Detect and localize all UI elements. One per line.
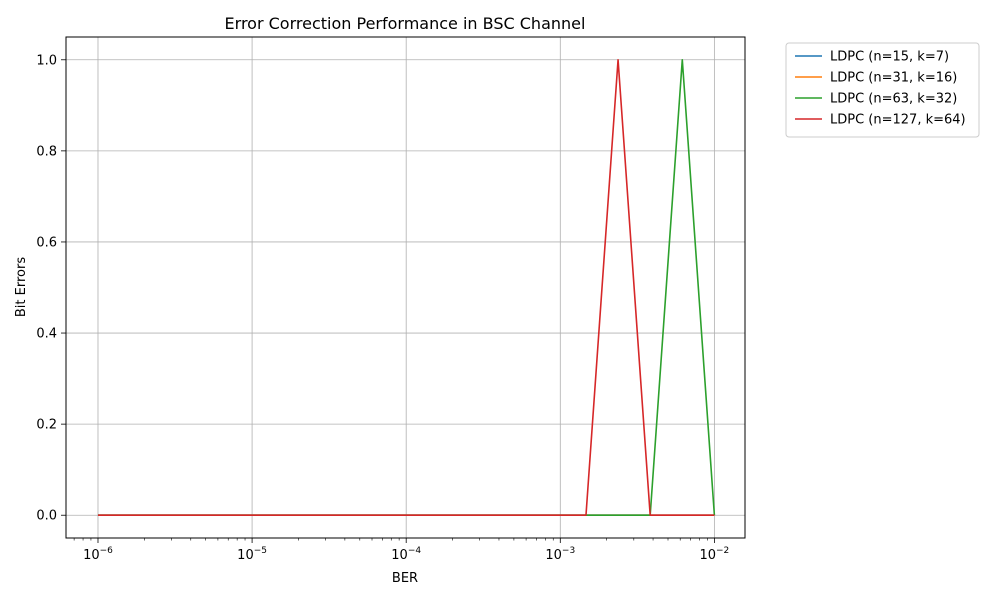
series-lines (97, 58, 716, 517)
legend-label-2: LDPC (n=63, k=32) (830, 92, 957, 107)
plot-area-frame (65, 36, 746, 539)
grid (66, 37, 745, 538)
y-tick-label: 0.2 (36, 418, 57, 433)
legend-label-1: LDPC (n=31, k=16) (830, 71, 957, 86)
y-axis-label: Bit Errors (14, 257, 29, 317)
legend-box (785, 42, 980, 138)
y-tick-label: 0.8 (36, 144, 57, 159)
x-axis-label: BER (392, 571, 418, 586)
y-tick-label: 0.4 (36, 327, 57, 342)
x-tick-label: 10−3 (545, 546, 575, 563)
x-tick-label: 10−2 (699, 546, 729, 563)
x-tick-label: 10−6 (83, 546, 113, 563)
x-tick-label: 10−5 (237, 546, 267, 563)
legend: LDPC (n=15, k=7) LDPC (n=31, k=16) LDPC (n… (785, 42, 980, 138)
legend-label-3: LDPC (n=127, k=64) (830, 113, 966, 128)
y-tick-label: 0.0 (36, 509, 57, 524)
series-line-3 (97, 58, 715, 517)
y-tick-label: 0.6 (36, 235, 57, 250)
x-tick-label: 10−4 (391, 546, 421, 563)
y-axis: 0.0 0.2 0.4 0.6 0.8 1.0 (36, 53, 66, 524)
x-axis: 10−6 10−5 10−4 10−3 10−2 (73, 538, 729, 563)
chart-title: Error Correction Performance in BSC Chan… (225, 14, 586, 33)
y-tick-label: 1.0 (36, 53, 57, 68)
legend-label-0: LDPC (n=15, k=7) (830, 50, 949, 65)
